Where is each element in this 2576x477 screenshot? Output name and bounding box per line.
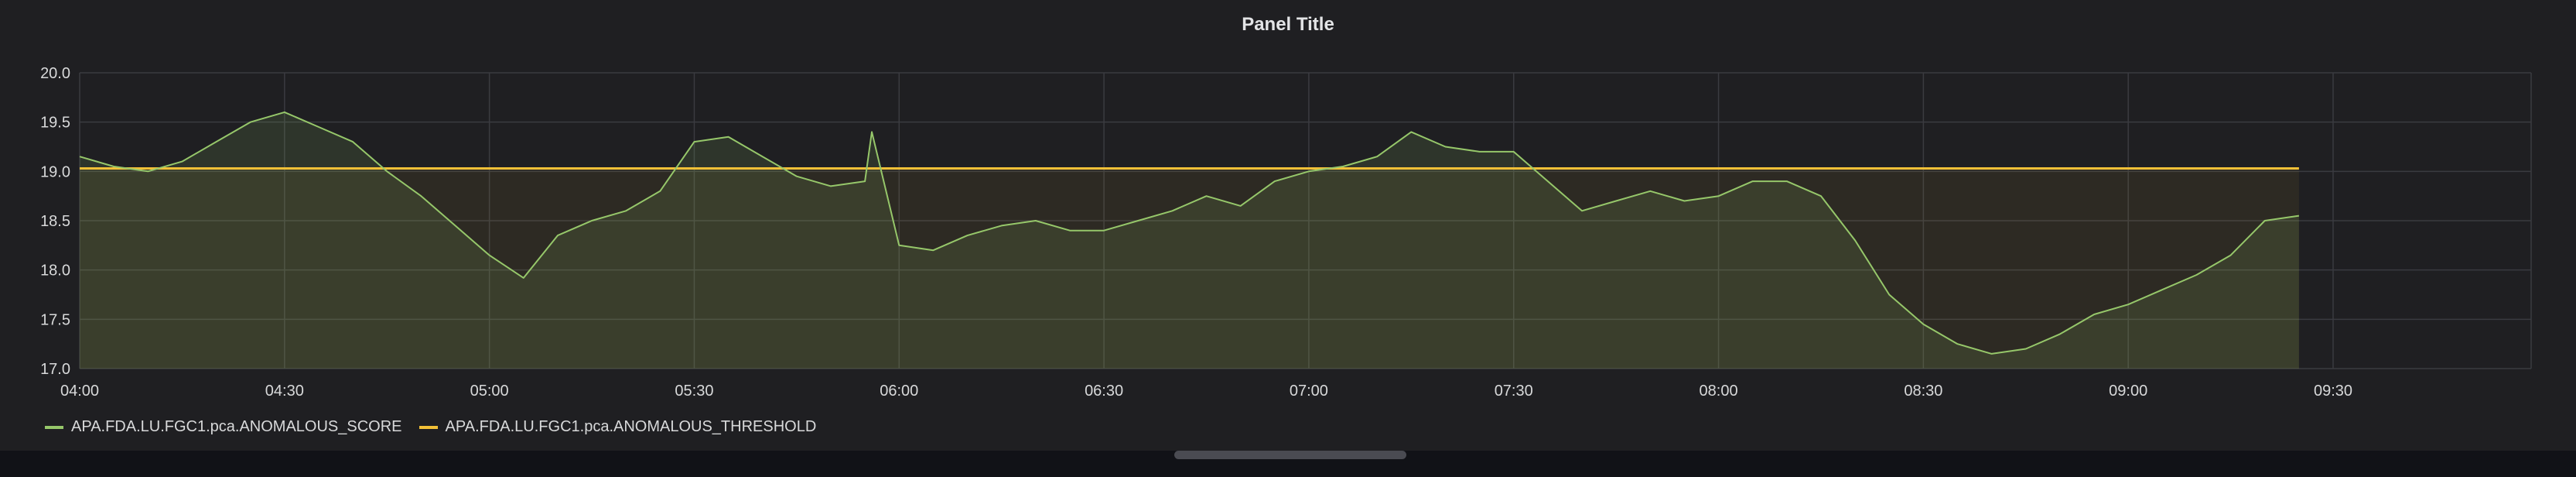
y-tick-label: 18.0 (40, 263, 70, 280)
y-tick-label: 17.0 (40, 361, 70, 378)
x-tick-label: 04:30 (265, 383, 304, 400)
legend-swatch-score (45, 425, 63, 429)
chart-legend: APA.FDA.LU.FGC1.pca.ANOMALOUS_SCORE APA.… (45, 418, 816, 436)
y-tick-label: 20.0 (40, 65, 70, 82)
x-tick-label: 08:30 (1904, 383, 1942, 400)
y-tick-label: 19.0 (40, 163, 70, 180)
legend-item-score[interactable]: APA.FDA.LU.FGC1.pca.ANOMALOUS_SCORE (45, 418, 402, 436)
x-tick-label: 06:30 (1085, 383, 1123, 400)
x-tick-label: 08:00 (1700, 383, 1738, 400)
x-tick-label: 07:30 (1495, 383, 1533, 400)
series-line-score (79, 111, 2300, 355)
x-tick-label: 05:30 (675, 383, 713, 400)
line-chart: 17.0 17.5 18.0 18.5 19.0 19.5 20.0 04:00 04:30 05… (40, 65, 2532, 400)
y-tick-label: 17.5 (40, 311, 70, 328)
legend-label-score: APA.FDA.LU.FGC1.pca.ANOMALOUS_SCORE (71, 418, 402, 435)
panel-resize-handle[interactable] (1174, 451, 1406, 459)
legend-item-threshold[interactable]: APA.FDA.LU.FGC1.pca.ANOMALOUS_THRESHOLD (419, 418, 817, 436)
x-tick-label: 06:00 (880, 383, 918, 400)
legend-label-threshold: APA.FDA.LU.FGC1.pca.ANOMALOUS_THRESHOLD (445, 418, 817, 435)
legend-swatch-threshold (419, 425, 438, 429)
series-area-threshold (80, 168, 2299, 369)
series-area-score (80, 112, 2299, 369)
graph-panel: Panel Title 17.0 17.5 18.0 18.5 19.0 19.5 20.0… (0, 0, 2576, 451)
x-tick-label: 09:00 (2109, 383, 2147, 400)
y-tick-label: 19.5 (40, 115, 70, 132)
y-tick-label: 18.5 (40, 213, 70, 230)
x-tick-label: 09:30 (2314, 383, 2352, 400)
x-tick-label: 07:00 (1290, 383, 1328, 400)
x-tick-label: 05:00 (470, 383, 509, 400)
x-tick-label: 04:00 (60, 383, 99, 400)
panel-title: Panel Title (1242, 14, 1334, 35)
